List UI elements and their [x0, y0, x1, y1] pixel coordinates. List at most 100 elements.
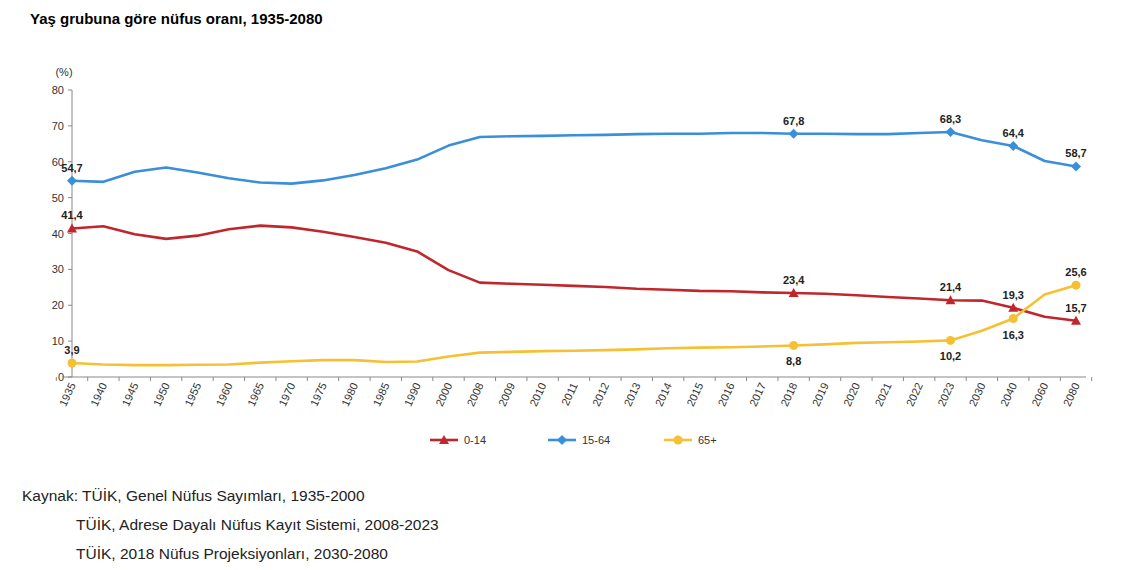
y-tick-label: 70 — [52, 120, 64, 132]
x-tick — [338, 377, 339, 381]
x-tick-label: 2022 — [904, 381, 925, 408]
x-tick-label: 1975 — [308, 381, 329, 408]
marker — [946, 295, 956, 304]
x-tick-label: 2040 — [998, 381, 1019, 408]
x-tick-label: 1960 — [213, 381, 234, 408]
legend-marker — [439, 435, 449, 444]
series-line — [72, 132, 1076, 184]
legend-marker — [557, 435, 567, 445]
plot-area — [67, 127, 1081, 368]
x-tick — [119, 377, 120, 381]
marker — [789, 129, 799, 139]
data-label: 23,4 — [783, 274, 805, 286]
marker — [1008, 303, 1018, 312]
x-tick — [840, 377, 841, 381]
x-tick — [621, 377, 622, 381]
legend-label: 15-64 — [582, 434, 610, 446]
y-tick — [68, 197, 72, 198]
x-tick-label: 2060 — [1029, 381, 1050, 408]
x-tick-label: 2010 — [527, 381, 548, 408]
data-label: 16,3 — [1003, 329, 1024, 341]
data-label: 10,2 — [940, 350, 961, 362]
x-tick — [150, 377, 151, 381]
y-tick-label: 50 — [52, 192, 64, 204]
marker — [946, 336, 955, 345]
x-tick — [715, 377, 716, 381]
legend-marker — [674, 436, 683, 445]
y-axis-label: (%) — [55, 66, 72, 78]
data-label: 3,9 — [64, 344, 79, 356]
x-tick-label: 2020 — [841, 381, 862, 408]
x-tick-label: 2012 — [590, 381, 611, 408]
data-label: 58,7 — [1065, 147, 1086, 159]
title: Yaş grubuna göre nüfus oranı, 1935-2080 — [30, 10, 323, 27]
x-tick-label: 2014 — [653, 381, 674, 408]
x-tick-label: 2021 — [872, 381, 893, 408]
x-tick — [56, 377, 57, 381]
x-tick — [809, 377, 810, 381]
y-tick-label: 40 — [52, 228, 64, 240]
y-tick-label: 20 — [52, 299, 64, 311]
data-label: 64,4 — [1003, 127, 1025, 139]
x-tick — [275, 377, 276, 381]
x-tick — [181, 377, 182, 381]
x-tick-label: 2017 — [747, 381, 768, 408]
x-tick-label: 1970 — [276, 381, 297, 408]
legend: 0-1415-6465+ — [430, 434, 717, 446]
x-tick-label: 1965 — [245, 381, 266, 408]
y-tick — [68, 305, 72, 306]
x-tick — [495, 377, 496, 381]
data-label: 21,4 — [940, 281, 962, 293]
x-tick — [401, 377, 402, 381]
x-tick — [777, 377, 778, 381]
x-tick — [997, 377, 998, 381]
x-tick-label: 2019 — [810, 381, 831, 408]
marker — [67, 176, 77, 186]
x-tick — [903, 377, 904, 381]
marker — [68, 359, 77, 368]
x-tick-label: 1935 — [57, 381, 78, 408]
x-tick-label: 2011 — [559, 381, 580, 408]
x-tick — [370, 377, 371, 381]
x-tick — [652, 377, 653, 381]
x-tick-label: 2023 — [935, 381, 956, 408]
x-tick — [526, 377, 527, 381]
y-tick-label: 30 — [52, 263, 64, 275]
x-tick — [1091, 377, 1092, 381]
legend-label: 0-14 — [464, 434, 486, 446]
marker — [1072, 281, 1081, 290]
x-tick-label: 1950 — [151, 381, 172, 408]
x-tick — [87, 377, 88, 381]
source-note: Kaynak: TÜİK, Genel Nüfus Sayımları, 193… — [22, 487, 365, 504]
x-tick — [432, 377, 433, 381]
data-label: 41,4 — [61, 209, 83, 221]
x-tick-label: 2000 — [433, 381, 454, 408]
x-tick-label: 2013 — [621, 381, 642, 408]
x-tick — [558, 377, 559, 381]
data-label: 68,3 — [940, 113, 961, 125]
marker — [67, 223, 77, 232]
x-axis-line — [62, 377, 1086, 378]
marker — [1071, 161, 1081, 171]
data-label: 54,7 — [61, 162, 82, 174]
x-tick — [966, 377, 967, 381]
y-tick — [68, 233, 72, 234]
x-tick — [1028, 377, 1029, 381]
x-tick-label: 2008 — [464, 381, 485, 408]
x-tick-label: 1990 — [402, 381, 423, 408]
chart: Yaş grubuna göre nüfus oranı, 1935-2080 (… — [0, 0, 1140, 570]
x-tick — [589, 377, 590, 381]
x-tick-label: 1980 — [339, 381, 360, 408]
x-tick — [244, 377, 245, 381]
x-tick-label: 2009 — [496, 381, 517, 408]
x-tick-label: 1945 — [119, 381, 140, 408]
data-labels: 41,423,421,419,315,754,767,868,364,458,7… — [61, 113, 1086, 367]
data-label: 15,7 — [1065, 302, 1086, 314]
marker — [789, 341, 798, 350]
x-tick-label: 1955 — [182, 381, 203, 408]
x-tick-label: 1940 — [88, 381, 109, 408]
data-label: 67,8 — [783, 115, 804, 127]
marker — [1008, 141, 1018, 151]
x-tick — [934, 377, 935, 381]
x-tick — [872, 377, 873, 381]
